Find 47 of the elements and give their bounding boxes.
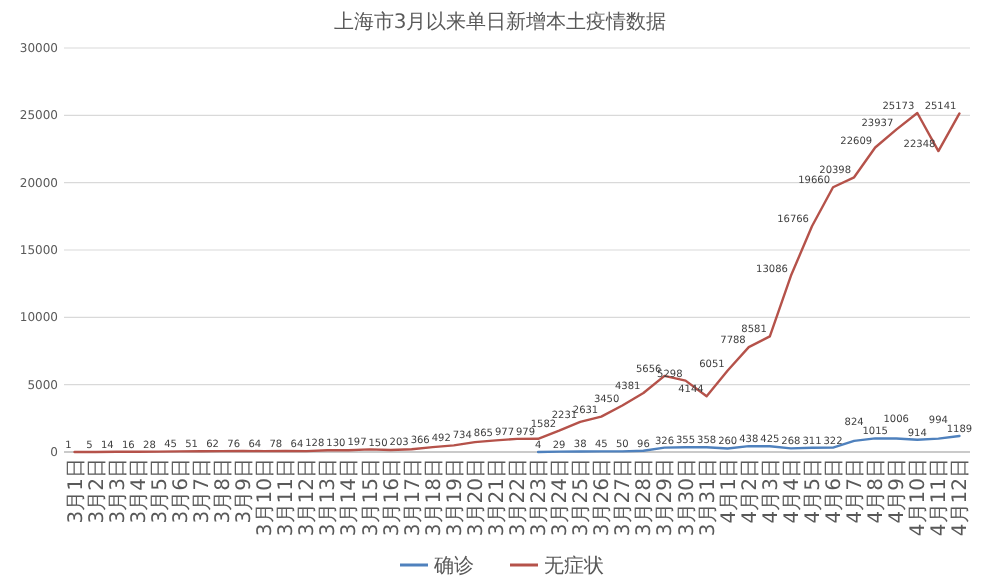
x-tick-label: 4月2日 [739, 458, 762, 524]
x-tick-label: 3月28日 [634, 458, 657, 537]
x-tick-label: 3月15日 [360, 458, 383, 537]
x-tick-label: 3月24日 [550, 458, 573, 537]
x-tick-label: 4月11日 [929, 458, 952, 537]
x-tick-label: 4月10日 [908, 458, 931, 537]
x-tick-label: 3月20日 [465, 458, 488, 537]
x-tick-label: 4月8日 [866, 458, 889, 524]
x-tick-label: 4月1日 [718, 458, 741, 524]
x-tick-label: 3月17日 [402, 458, 425, 537]
x-tick-label: 3月3日 [107, 458, 130, 524]
x-tick-label: 3月2日 [86, 458, 109, 524]
x-tick-label: 4月7日 [845, 458, 868, 524]
x-tick-label: 3月26日 [592, 458, 615, 537]
legend-label: 确诊 [432, 554, 474, 578]
x-tick-label: 3月31日 [697, 458, 720, 537]
x-tick-label: 3月7日 [191, 458, 214, 524]
x-tick-label: 3月9日 [234, 458, 257, 524]
x-tick-label: 3月6日 [170, 458, 193, 524]
x-tick-label: 3月8日 [213, 458, 236, 524]
x-tick-label: 3月27日 [613, 458, 636, 537]
x-tick-label: 3月25日 [571, 458, 594, 537]
x-tick-label: 3月5日 [149, 458, 172, 524]
x-tick-label: 3月23日 [529, 458, 552, 537]
x-tick-label: 3月18日 [423, 458, 446, 537]
x-tick-label: 3月4日 [128, 458, 151, 524]
legend-label: 无症状 [544, 554, 604, 578]
x-tick-label: 4月5日 [802, 458, 825, 524]
x-tick-label: 4月3日 [760, 458, 783, 524]
x-tick-label: 3月16日 [381, 458, 404, 537]
chart-title: 上海市3月以来单日新增本土疫情数据 [333, 10, 667, 34]
x-tick-label: 3月14日 [339, 458, 362, 537]
x-tick-label: 3月22日 [508, 458, 530, 537]
x-tick-label: 4月4日 [781, 458, 804, 524]
x-tick-label: 3月10日 [255, 458, 278, 537]
x-tick-label: 3月13日 [318, 458, 341, 537]
x-tick-label: 3月1日 [65, 458, 88, 524]
x-tick-label: 3月11日 [276, 458, 299, 537]
line-series [536, 434, 961, 454]
x-tick-label: 3月21日 [486, 458, 509, 537]
x-tick-label: 4月12日 [950, 458, 973, 537]
x-tick-label: 4月6日 [824, 458, 847, 524]
x-tick-label: 4月9日 [887, 458, 910, 524]
x-tick-label: 3月12日 [297, 458, 320, 537]
x-tick-label: 3月29日 [655, 458, 678, 537]
x-tick-label: 3月19日 [444, 458, 467, 537]
x-tick-label: 3月30日 [676, 458, 699, 537]
